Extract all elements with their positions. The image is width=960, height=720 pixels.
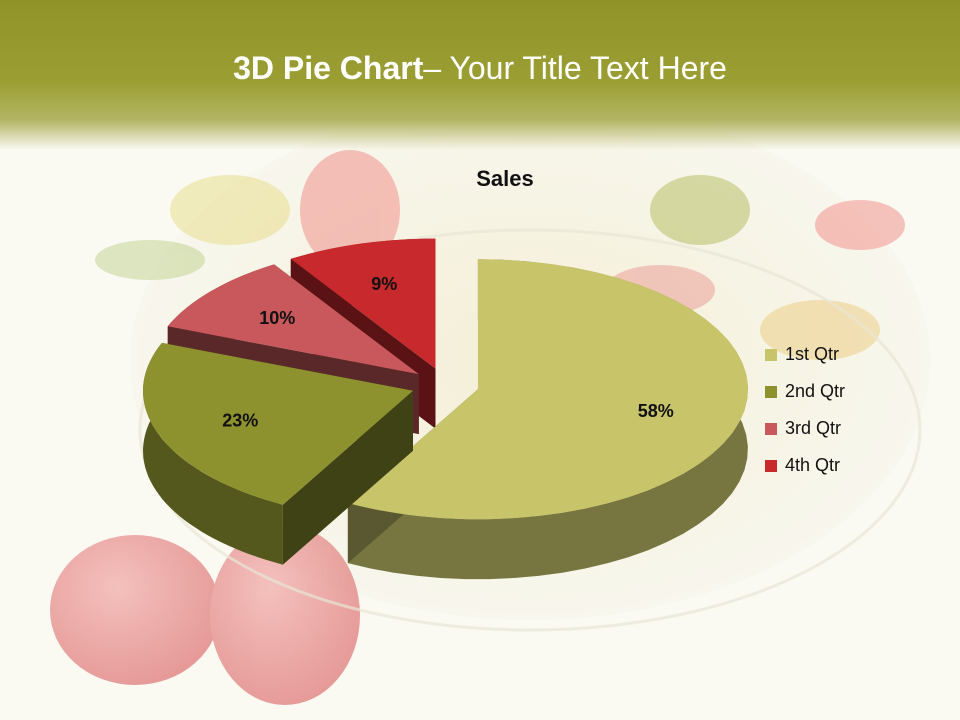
legend-swatch: [765, 348, 777, 361]
legend-label: 1st Qtr: [785, 344, 840, 364]
legend-swatch: [765, 385, 777, 398]
slide-header-band: [0, 0, 960, 150]
data-label-1: 58%: [638, 401, 674, 421]
legend-label: 4th Qtr: [785, 455, 841, 475]
slide-title-rest: – Your Title Text Here: [423, 50, 727, 86]
legend: 1st Qtr 2nd Qtr 3rd Qtr 4th Qtr: [765, 336, 845, 484]
legend-item-3: 3rd Qtr: [765, 410, 845, 447]
slide-title-bold: 3D Pie Chart: [233, 50, 424, 86]
legend-swatch: [765, 459, 777, 472]
legend-item-2: 2nd Qtr: [765, 373, 845, 410]
pie-slice-2: [143, 342, 414, 565]
legend-swatch: [765, 422, 777, 435]
chart-title: Sales: [476, 166, 534, 191]
legend-item-1: 1st Qtr: [765, 336, 845, 373]
data-label-3: 10%: [259, 308, 295, 328]
data-label-4: 9%: [371, 274, 397, 294]
data-label-2: 23%: [222, 411, 258, 431]
legend-label: 3rd Qtr: [785, 418, 842, 438]
pie-slice-1: [347, 259, 748, 580]
legend-item-4: 4th Qtr: [765, 447, 845, 484]
legend-label: 2nd Qtr: [785, 381, 846, 401]
slide-title: 3D Pie Chart– Your Title Text Here: [0, 50, 960, 87]
